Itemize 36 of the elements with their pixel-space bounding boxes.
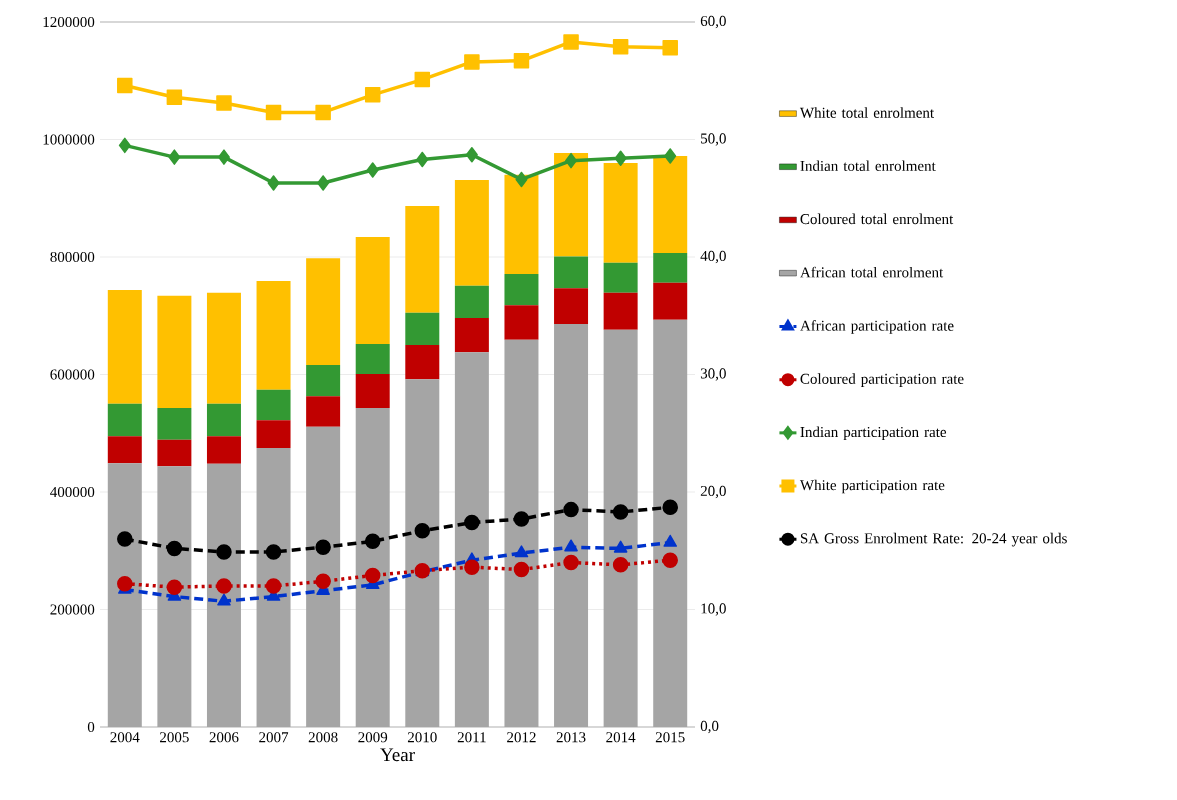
x-tick-label: 2010 [407, 732, 437, 743]
y2-tick-label: 40,0 [700, 250, 726, 264]
y-tick-label: 200000 [50, 604, 95, 615]
legend-label: Coloured total enrolment [800, 213, 954, 225]
x-tick-label: 2012 [507, 732, 536, 743]
y-tick-label: 400000 [50, 486, 95, 498]
legend-label: SA Gross Enrolment Rate: 20-24 year olds [800, 532, 1067, 547]
legend-label: Indian participation rate [800, 426, 947, 441]
y-tick-label: 800000 [50, 251, 95, 263]
legend-label: White participation rate [799, 479, 945, 494]
x-tick-label: 2008 [308, 732, 338, 743]
y2-tick-label: 10,0 [701, 603, 726, 616]
x-tick-label: 2011 [457, 732, 486, 743]
y-tick-label: 0 [87, 721, 95, 733]
y2-tick-label: 50,0 [701, 133, 726, 146]
x-tick-label: 2006 [209, 732, 239, 743]
legend-label: White total enrolment [799, 107, 934, 118]
y2-tick-label: 0,0 [700, 720, 719, 734]
x-axis-title: Year [380, 748, 415, 762]
y-tick-label: 1200000 [43, 16, 95, 28]
y2-tick-label: 20,0 [700, 485, 726, 499]
x-tick-label: 2015 [655, 732, 685, 743]
y2-tick-label: 60,0 [700, 15, 726, 29]
legend-label: African total enrolment [800, 266, 944, 278]
legend-label: African participation rate [800, 320, 954, 334]
x-tick-label: 2007 [259, 732, 289, 743]
y-tick-label: 1000000 [43, 134, 95, 145]
x-tick-label: 2009 [358, 732, 388, 743]
x-tick-label: 2013 [556, 732, 586, 743]
x-tick-label: 2004 [110, 732, 140, 743]
y-tick-label: 600000 [50, 369, 95, 380]
x-tick-label: 2005 [160, 732, 189, 743]
x-tick-label: 2014 [606, 732, 636, 743]
legend-label: Indian total enrolment [800, 160, 936, 171]
legend-label: Coloured participation rate [800, 373, 964, 387]
y2-tick-label: 30,0 [700, 368, 726, 381]
